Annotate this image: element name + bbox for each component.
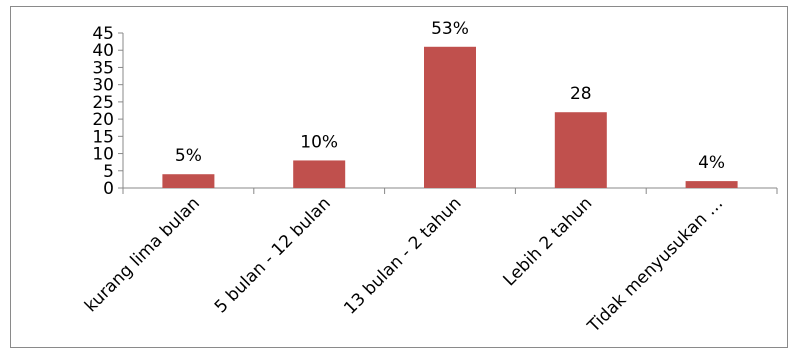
bar	[554, 112, 607, 188]
category-label: Lebih 2 tahun	[499, 193, 596, 290]
data-label: 5%	[175, 146, 202, 166]
category-label: 13 bulan - 2 tahun	[340, 193, 465, 318]
y-tick-label: 5	[103, 162, 114, 182]
category-label: Tidak menyusukan …	[583, 193, 727, 337]
category-label: kurang lima bulan	[81, 193, 204, 316]
y-tick-label: 20	[92, 110, 114, 130]
y-tick-label: 10	[92, 145, 114, 165]
y-tick-label: 35	[92, 58, 114, 78]
bar	[424, 46, 476, 189]
y-tick-label: 30	[92, 76, 114, 96]
y-tick-label: 40	[92, 41, 114, 61]
data-label: 4%	[698, 153, 725, 173]
bar	[162, 174, 215, 188]
bars	[162, 46, 738, 189]
bar	[685, 181, 738, 188]
bar	[293, 160, 346, 188]
y-tick-label: 15	[92, 127, 114, 147]
chart-frame	[10, 6, 788, 348]
category-label: 5 bulan - 12 bulan	[211, 193, 335, 317]
data-label: 53%	[431, 19, 469, 39]
y-tick-label: 0	[103, 179, 114, 199]
data-label: 28	[570, 84, 592, 104]
data-label: 10%	[300, 132, 338, 152]
y-tick-label: 25	[92, 93, 114, 113]
y-tick-label: 45	[92, 24, 114, 44]
